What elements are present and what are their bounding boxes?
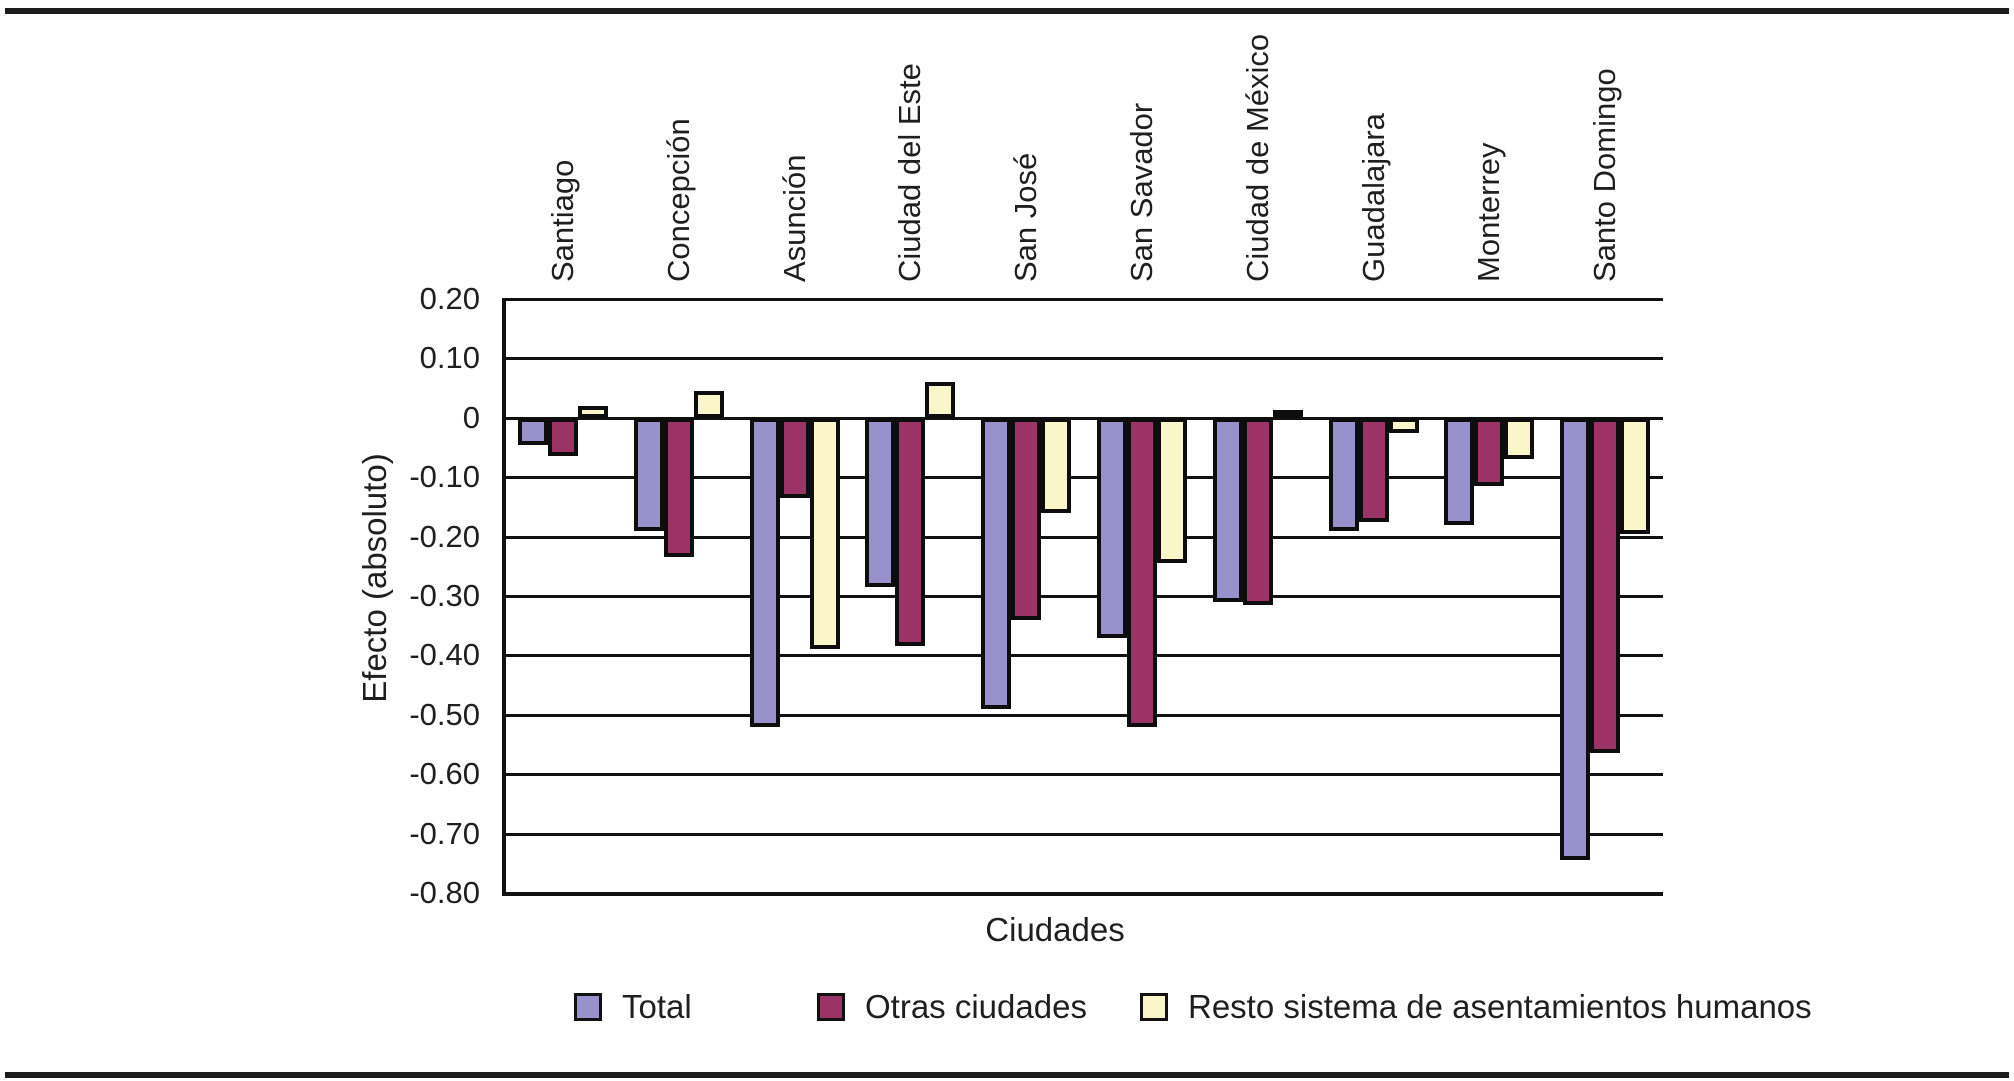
category-label: San Savador	[1123, 102, 1159, 282]
bar-resto-sistema	[1272, 409, 1303, 418]
y-tick-label: -0.30	[409, 578, 480, 613]
bar-otras-ciudades	[1242, 417, 1273, 605]
gridline	[505, 832, 1663, 836]
bar-total	[981, 417, 1012, 709]
bar-resto-sistema	[1620, 417, 1651, 534]
bar-total	[749, 417, 780, 727]
gridline	[505, 595, 1663, 598]
bar-otras-ciudades	[1474, 417, 1505, 487]
y-tick-label: -0.10	[409, 459, 480, 495]
category-label: Asunción	[776, 154, 812, 282]
bar-total	[1328, 417, 1359, 531]
bar-resto-sistema	[925, 382, 956, 418]
category-label: Guadalajara	[1355, 113, 1391, 282]
bar-resto-sistema	[1041, 417, 1072, 513]
category-label: Ciudad de México	[1239, 33, 1275, 282]
bar-otras-ciudades	[779, 417, 810, 498]
bar-total	[633, 417, 664, 531]
y-axis-line	[502, 298, 506, 896]
category-label: Santo Domingo	[1587, 68, 1623, 282]
bar-otras-ciudades	[1011, 417, 1042, 620]
y-tick-label: -0.70	[409, 815, 480, 851]
bar-total	[1096, 417, 1127, 638]
bar-resto-sistema	[1156, 417, 1187, 564]
gridline	[505, 654, 1663, 658]
legend-swatch-resto-sistema	[1140, 993, 1168, 1021]
bar-otras-ciudades	[895, 417, 926, 647]
legend-swatch-total	[574, 993, 602, 1021]
category-label: San José	[1008, 152, 1044, 282]
y-tick-label: 0	[462, 399, 480, 435]
bar-total	[865, 417, 896, 588]
gridline	[505, 535, 1663, 539]
category-label: Ciudad del Este	[892, 63, 928, 282]
legend-label: Otras ciudades	[865, 988, 1087, 1025]
gridline	[505, 713, 1663, 717]
bar-resto-sistema	[577, 405, 608, 418]
legend-label: Total	[622, 988, 692, 1025]
bottom-rule	[5, 1072, 2009, 1078]
gridline	[505, 892, 1663, 896]
bar-otras-ciudades	[547, 417, 578, 457]
bar-resto-sistema	[1504, 417, 1535, 460]
y-axis-title: Efecto (absoluto)	[356, 453, 393, 703]
y-tick-label: -0.80	[409, 875, 480, 910]
gridline	[505, 773, 1663, 777]
y-tick-label: -0.40	[409, 637, 480, 673]
gridline	[505, 357, 1663, 361]
legend-swatch-otras-ciudades	[817, 993, 845, 1021]
gridline	[505, 476, 1663, 480]
bar-total	[1560, 417, 1591, 861]
y-tick-label: 0.10	[419, 340, 480, 376]
y-tick-label: -0.50	[409, 696, 480, 732]
gridline	[505, 298, 1663, 301]
top-rule	[5, 8, 2009, 14]
bar-otras-ciudades	[1126, 417, 1157, 727]
bar-total	[1444, 417, 1475, 525]
bar-otras-ciudades	[1590, 417, 1621, 754]
category-label: Concepción	[660, 118, 696, 282]
x-axis-title: Ciudades	[985, 911, 1125, 948]
y-tick-label: 0.20	[419, 281, 480, 316]
category-label: Monterrey	[1471, 142, 1507, 282]
bar-resto-sistema	[809, 417, 840, 650]
legend-label: Resto sistema de asentamientos humanos	[1188, 988, 1812, 1025]
bar-otras-ciudades	[1358, 417, 1389, 522]
bar-total	[517, 417, 548, 445]
bar-otras-ciudades	[663, 417, 694, 558]
y-tick-label: -0.60	[409, 756, 480, 792]
y-tick-label: -0.20	[409, 518, 480, 554]
gridline	[505, 416, 1663, 420]
bar-total	[1212, 417, 1243, 602]
bar-resto-sistema	[1388, 417, 1419, 433]
bar-resto-sistema	[693, 391, 724, 418]
category-label: Santiago	[544, 159, 580, 282]
